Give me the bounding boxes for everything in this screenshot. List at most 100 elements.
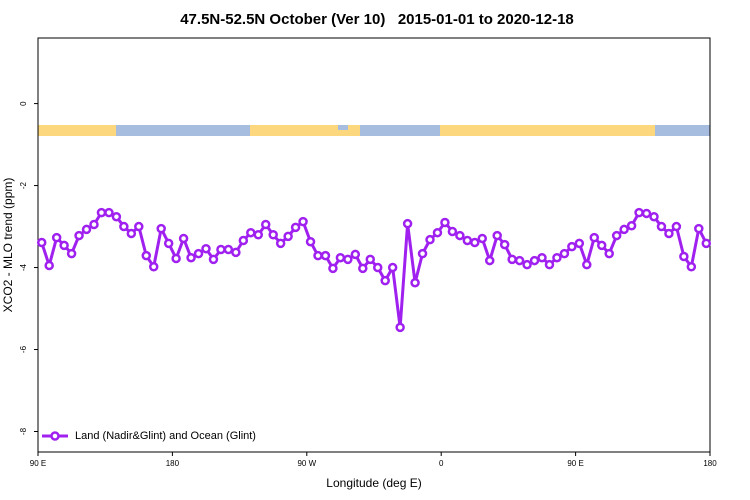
point [89,219,99,230]
point [425,234,435,245]
point [604,248,614,259]
point [589,232,600,243]
point [238,235,249,246]
x-tick-label: 90 W [297,459,316,468]
point [275,238,286,249]
legend-label: Land (Nadir&Glint) and Ocean (Glint) [75,430,256,442]
point [66,248,77,259]
point [656,221,667,232]
point [223,244,234,255]
point [44,260,54,271]
point [51,232,62,243]
point [134,221,144,232]
point [298,216,308,227]
x-tick-label: 180 [166,459,180,468]
point [634,207,644,218]
point [96,207,107,218]
point [343,254,353,265]
point [499,239,510,250]
point [664,228,674,239]
point [260,219,271,230]
point [335,252,346,263]
point [36,237,47,248]
y-tick-label: -8 [19,427,28,435]
point [470,237,480,248]
point [305,236,316,247]
point [74,230,84,241]
y-axis-title: XCO2 - MLO trend (ppm) [1,178,15,313]
y-tick-label: 0 [19,101,28,106]
point [163,238,174,249]
point [171,253,181,264]
x-tick-label: 180 [703,459,717,468]
point [208,254,219,265]
point [440,217,450,228]
x-axis-title: Longitude (deg E) [326,476,421,490]
point [686,261,697,272]
point [455,230,465,241]
point [679,251,689,262]
point [544,259,555,270]
point [694,223,704,234]
point [626,220,637,231]
point [201,243,211,254]
legend: Land (Nadir&Glint) and Ocean (Glint) [42,430,256,442]
point [395,322,405,333]
point [358,263,368,274]
point [126,228,137,239]
point [231,247,241,258]
point [387,262,398,273]
point [619,224,629,235]
point [246,227,256,238]
point [417,248,428,259]
point [582,259,592,270]
point [148,261,159,272]
chart-title: 47.5N-52.5N October (Ver 10) 2015-01-01 … [180,11,574,28]
plot-frame [37,37,711,453]
point [290,222,301,233]
point [529,255,540,266]
point [141,250,152,261]
point [492,230,502,241]
point [111,211,122,222]
point [567,241,577,252]
point [81,224,92,235]
x-tick-label: 90 E [30,459,46,468]
point [514,255,525,266]
point [365,254,376,265]
point [410,277,420,288]
point [216,244,226,255]
point [477,233,488,244]
point [253,230,264,240]
point [671,221,682,232]
point [350,249,361,260]
point [156,223,166,234]
point [59,240,69,251]
point [552,252,562,263]
point [574,238,585,249]
point [104,207,114,218]
point [507,254,517,265]
point [268,230,278,240]
point [522,259,532,270]
y-tick-label: -4 [19,263,28,271]
point [372,262,383,273]
point [186,252,196,263]
point [328,263,338,274]
y-tick-label: -2 [19,181,28,189]
point [649,211,659,222]
point [380,275,390,286]
point [559,248,570,259]
y-tick-label: -6 [19,345,28,353]
point [402,218,413,229]
x-tick-label: 90 E [567,459,583,468]
point [283,231,293,242]
point [320,250,331,261]
legend-marker [50,431,60,441]
point [447,226,458,237]
x-tick-label: 0 [439,459,444,468]
point [611,230,622,241]
point [432,227,443,238]
point [537,252,547,263]
point [641,208,652,219]
